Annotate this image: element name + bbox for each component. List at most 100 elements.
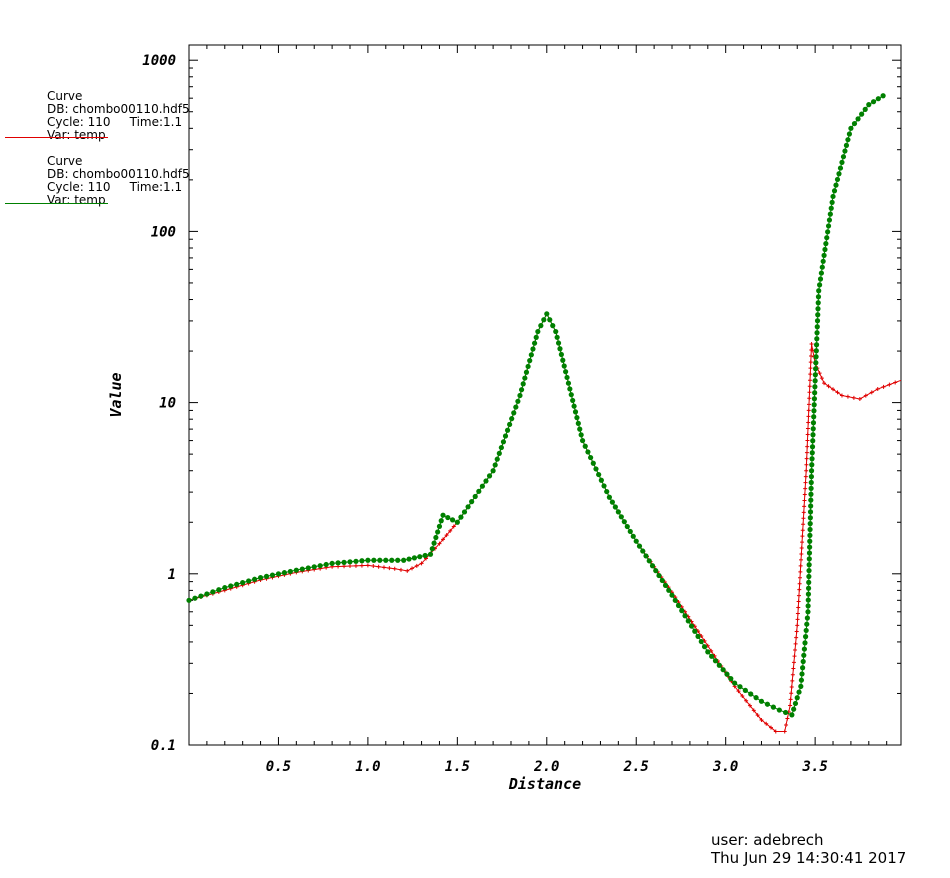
data-point [798,569,803,574]
data-point [817,282,823,288]
data-point [785,716,790,721]
data-point [837,165,844,171]
data-point [406,556,412,562]
data-point [789,685,794,690]
data-point [814,336,820,342]
data-point [709,653,715,659]
data-point [572,409,579,415]
data-point [640,548,646,554]
data-point [410,566,415,571]
data-point [825,229,831,235]
data-point [359,558,365,564]
data-point [806,414,811,419]
data-point [649,563,656,569]
data-point [554,334,560,340]
data-point [828,205,834,211]
data-point [833,182,839,188]
data-point [808,468,815,474]
data-point [465,504,471,510]
data-point [557,346,563,352]
data-point [789,691,794,696]
data-point [633,538,639,544]
data-point [685,618,691,624]
data-point [748,691,754,697]
data-point [433,534,439,541]
data-point [788,703,793,708]
data-point [444,533,449,538]
data-point [251,576,258,582]
data-point [806,562,812,568]
data-point [795,611,800,616]
data-point [807,390,812,395]
data-point [417,554,423,560]
data-point [809,354,814,359]
data-point [814,318,821,324]
data-point [810,438,816,444]
data-point [716,662,722,668]
data-point [530,346,536,352]
data-point [490,468,496,474]
data-point [815,306,821,312]
y-tick-label: 100 [151,224,176,240]
data-point [822,381,827,386]
data-point [790,672,795,677]
data-point [800,665,806,671]
data-point [796,605,801,610]
data-point [799,546,804,551]
data-point [812,378,818,384]
data-point [866,102,872,108]
data-point [802,640,808,646]
x-tick-label: 2.5 [623,759,649,775]
data-point [568,392,574,398]
data-point [561,363,567,369]
data-point [826,217,833,223]
data-point [819,264,825,270]
data-point [646,558,652,564]
data-point [814,330,820,336]
data-point [275,571,282,577]
data-point [807,509,814,515]
data-point [365,557,371,563]
data-point [515,398,521,404]
data-point [507,421,513,428]
data-point [192,595,198,601]
data-point [564,374,570,381]
data-point [376,564,381,569]
data-point [801,510,806,515]
data-point [662,582,669,588]
data-point [796,599,801,604]
data-point [737,684,743,690]
data-point [476,488,482,494]
data-point [401,557,407,563]
data-point [804,621,810,627]
data-point [496,450,502,456]
data-point [759,717,764,722]
data-point [807,544,813,550]
data-point [806,420,811,425]
data-point [795,617,800,622]
data-point [486,473,493,479]
data-point [848,125,854,131]
data-point [371,557,377,563]
data-point [438,518,444,524]
footer-user: user: adebrech [711,831,824,849]
data-point [695,633,701,640]
data-point [618,514,624,520]
data-point [392,566,397,571]
data-point [547,317,553,323]
data-point [808,360,813,365]
y-axis-tick-labels: 0.1 1 10 100 1000 [142,53,176,754]
data-point [799,551,804,556]
data-point [538,323,544,329]
data-point [422,552,428,559]
data-point [834,176,841,183]
legend-cycle: Cycle: 110 [47,115,111,129]
data-point [359,563,364,568]
data-point [805,438,810,443]
data-point [553,328,559,335]
data-point [511,410,517,416]
legend-db: DB: chombo00110.hdf5 [47,167,189,181]
data-point [857,396,862,401]
data-point [732,680,738,686]
data-point [869,390,874,395]
